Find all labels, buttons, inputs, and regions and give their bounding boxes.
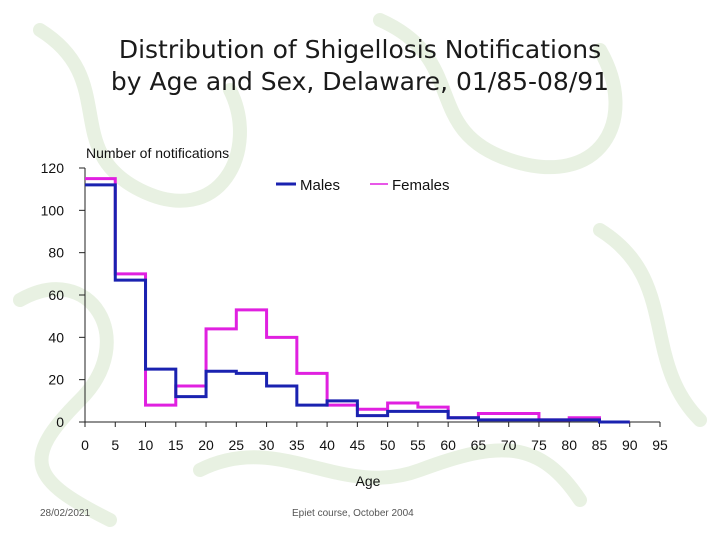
x-tick-label: 25 <box>229 437 245 453</box>
males-step-line <box>85 183 630 424</box>
x-tick-label: 30 <box>259 437 275 453</box>
y-tick-label: 120 <box>41 160 65 176</box>
x-tick-label: 85 <box>592 437 608 453</box>
y-tick-label: 20 <box>48 372 64 388</box>
females-step-line <box>85 177 630 424</box>
chart-series <box>85 177 630 424</box>
x-tick-label: 90 <box>622 437 638 453</box>
x-tick-label: 65 <box>471 437 487 453</box>
x-tick-label: 75 <box>531 437 547 453</box>
y-tick-label: 60 <box>48 287 64 303</box>
y-tick-label: 100 <box>41 202 65 218</box>
x-tick-label: 60 <box>440 437 456 453</box>
x-tick-label: 80 <box>561 437 577 453</box>
x-tick-label: 40 <box>319 437 335 453</box>
x-tick-label: 15 <box>168 437 184 453</box>
x-tick-label: 95 <box>652 437 668 453</box>
x-tick-label: 5 <box>111 437 119 453</box>
x-tick-label: 55 <box>410 437 426 453</box>
x-tick-label: 10 <box>138 437 154 453</box>
footer-date: 28/02/2021 <box>40 508 91 519</box>
y-axis-label: Number of notifications <box>86 145 229 161</box>
title-line-2: by Age and Sex, Delaware, 01/85-08/91 <box>110 67 610 96</box>
x-tick-label: 0 <box>81 437 89 453</box>
y-tick-label: 80 <box>48 245 64 261</box>
x-tick-label: 70 <box>501 437 517 453</box>
y-tick-label: 0 <box>56 414 64 430</box>
title-line-1: Distribution of Shigellosis Notification… <box>118 35 602 64</box>
x-tick-label: 50 <box>380 437 396 453</box>
slide-title: Distribution of Shigellosis Notification… <box>60 34 660 98</box>
legend-males-label: Males <box>300 177 340 194</box>
legend: Males Females <box>276 177 450 194</box>
footer-course: Epiet course, October 2004 <box>292 508 414 519</box>
x-tick-label: 45 <box>350 437 366 453</box>
y-tick-label: 40 <box>48 329 64 345</box>
x-axis-label: Age <box>356 473 381 489</box>
x-tick-label: 35 <box>289 437 305 453</box>
x-tick-label: 20 <box>198 437 214 453</box>
legend-females-label: Females <box>392 177 450 194</box>
chart-axes: 0 20 40 60 80 100 120 0 5 10 15 20 25 30 35 40 45 50 55 60 6… <box>41 160 668 453</box>
